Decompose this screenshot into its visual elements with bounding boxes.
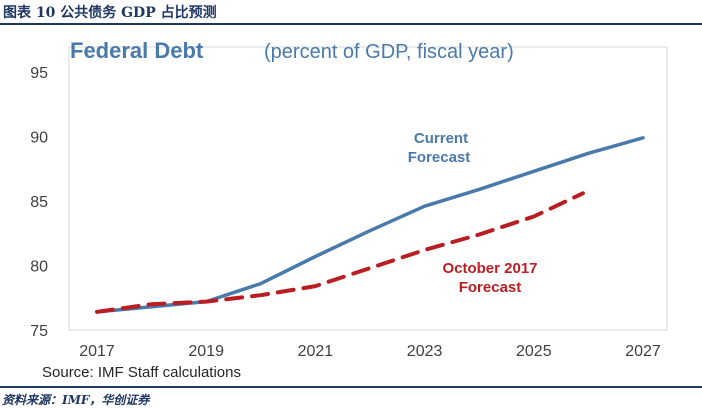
y-tick-label: 90: [30, 130, 48, 147]
x-tick-label: 2021: [298, 343, 334, 360]
header-rule: [0, 23, 702, 25]
y-tick-label: 80: [30, 259, 48, 276]
label-current-line2: Forecast: [408, 149, 471, 166]
figure-header: 图表 10 公共债务 GDP 占比预测: [0, 0, 702, 24]
chart-subtitle: (percent of GDP, fiscal year): [264, 41, 514, 63]
chart-title: Federal Debt: [70, 38, 204, 63]
footer-rule: [0, 386, 702, 388]
y-tick-label: 95: [30, 65, 48, 82]
series-layer: [95, 136, 645, 314]
current-forecast-line: [95, 136, 645, 314]
x-axis: 2017 2019 2021 2023 2025 2027: [79, 343, 661, 360]
x-tick-label: 2025: [516, 343, 552, 360]
debt-chart: Federal Debt (percent of GDP, fiscal yea…: [30, 38, 668, 381]
figure-label: 图表 10 公共债务 GDP 占比预测: [3, 5, 217, 21]
x-tick-label: 2023: [407, 343, 443, 360]
figure-source: 资料来源：IMF，华创证券: [2, 393, 150, 407]
label-current-line1: Current: [414, 130, 468, 147]
x-tick-label: 2017: [79, 343, 115, 360]
x-tick-label: 2019: [188, 343, 224, 360]
x-tick-label: 2027: [625, 343, 661, 360]
y-axis: 75 80 85 90 95: [30, 65, 48, 340]
october-2017-forecast-line: [95, 191, 585, 314]
source-note: Source: IMF Staff calculations: [42, 364, 241, 381]
label-october-line2: Forecast: [459, 279, 522, 296]
label-october-line1: October 2017: [442, 260, 537, 277]
y-tick-label: 75: [30, 323, 48, 340]
y-tick-label: 85: [30, 194, 48, 211]
plot-frame: [68, 46, 668, 331]
